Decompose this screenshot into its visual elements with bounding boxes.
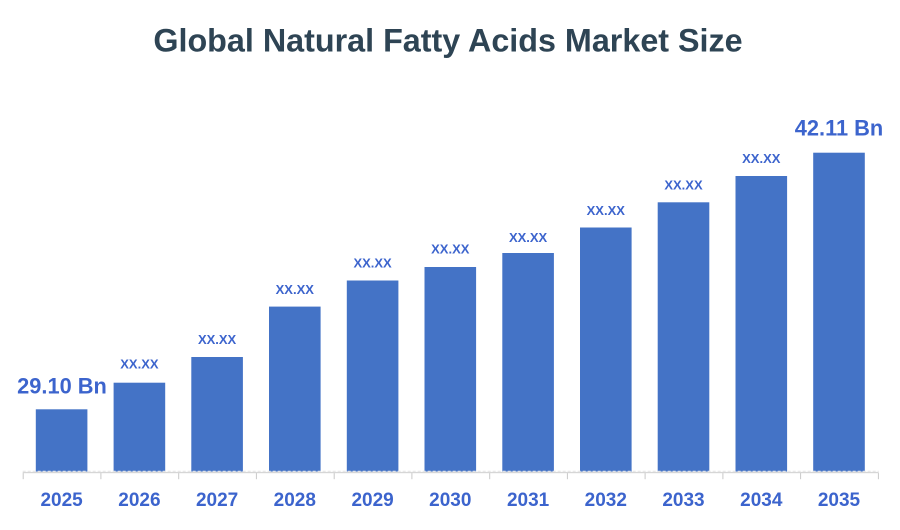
svg-text:XX.XX: XX.XX: [120, 357, 159, 372]
svg-text:29.10 Bn: 29.10 Bn: [17, 373, 107, 398]
svg-text:XX.XX: XX.XX: [509, 230, 548, 245]
svg-text:2031: 2031: [507, 490, 550, 511]
svg-text:XX.XX: XX.XX: [587, 203, 626, 218]
svg-text:2025: 2025: [40, 490, 83, 511]
svg-text:XX.XX: XX.XX: [276, 282, 315, 297]
svg-text:Global Natural Fatty Acids Mar: Global Natural Fatty Acids Market Size: [153, 23, 742, 59]
svg-text:2033: 2033: [662, 490, 704, 511]
svg-text:XX.XX: XX.XX: [198, 332, 237, 347]
svg-text:2029: 2029: [351, 490, 393, 511]
svg-text:2032: 2032: [585, 490, 627, 511]
svg-text:XX.XX: XX.XX: [742, 151, 781, 166]
svg-text:2034: 2034: [740, 490, 783, 511]
svg-text:2035: 2035: [818, 490, 861, 511]
svg-text:2026: 2026: [118, 490, 160, 511]
svg-text:42.11 Bn: 42.11 Bn: [795, 115, 883, 140]
svg-text:XX.XX: XX.XX: [353, 256, 392, 271]
svg-text:XX.XX: XX.XX: [664, 177, 703, 192]
svg-text:2030: 2030: [429, 490, 471, 511]
svg-text:2028: 2028: [274, 490, 316, 511]
svg-text:XX.XX: XX.XX: [431, 242, 470, 257]
svg-text:2027: 2027: [196, 490, 238, 511]
